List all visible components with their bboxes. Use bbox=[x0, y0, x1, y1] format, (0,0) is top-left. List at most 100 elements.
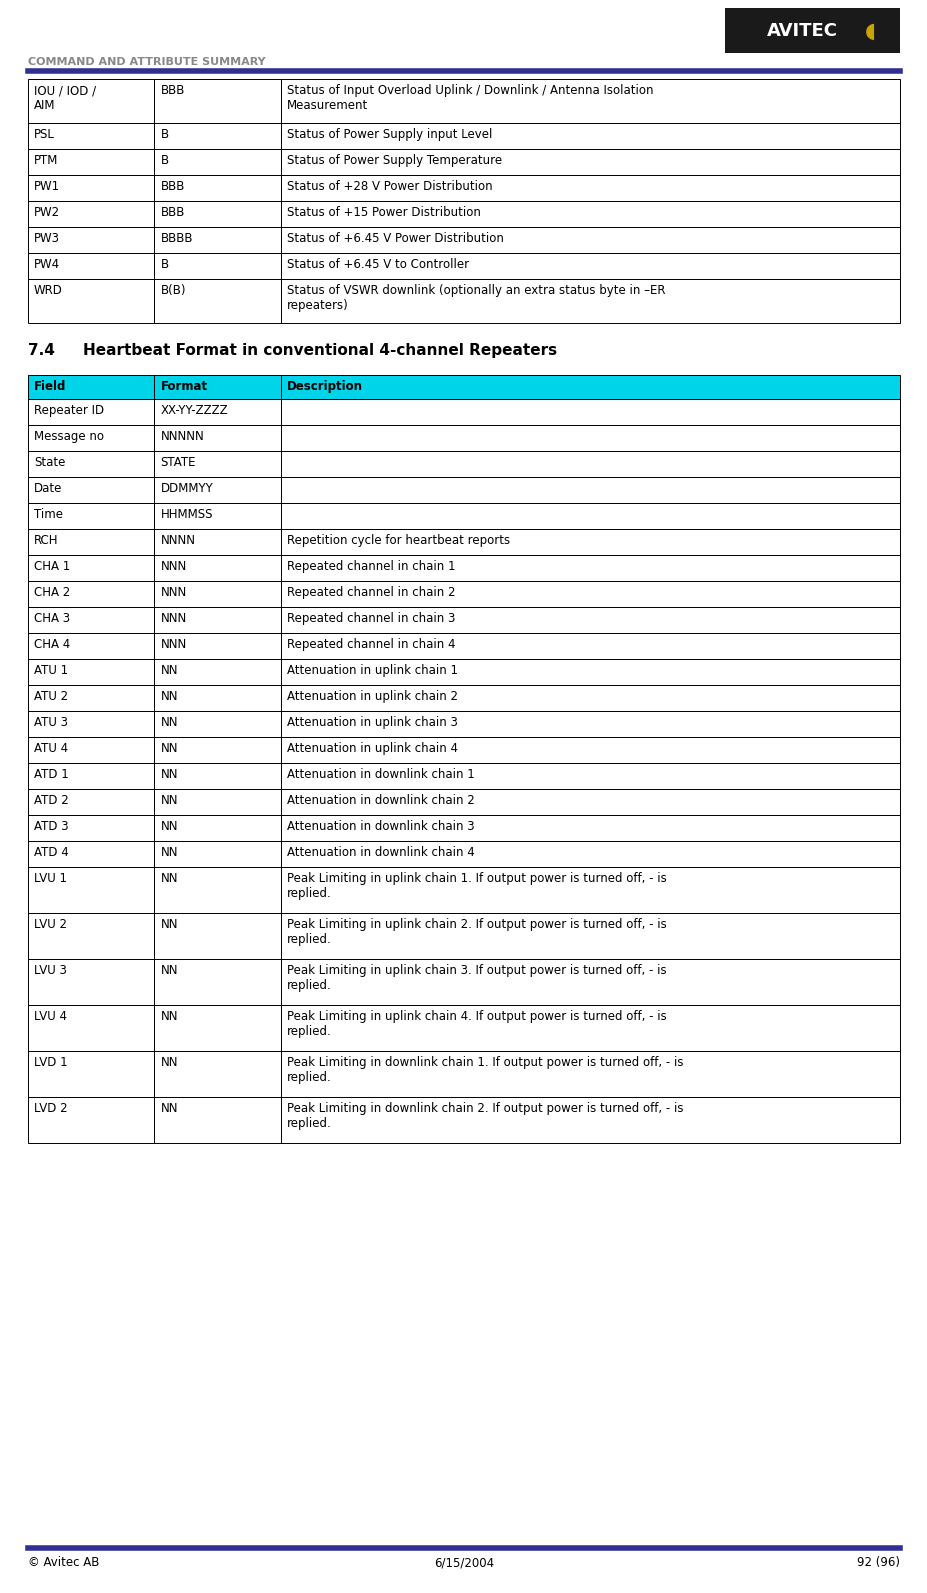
Text: Peak Limiting in uplink chain 1. If output power is turned off, - is
replied.: Peak Limiting in uplink chain 1. If outp… bbox=[286, 871, 666, 900]
Bar bbox=[281, 226, 899, 253]
Text: NN: NN bbox=[160, 871, 178, 886]
Text: PW1: PW1 bbox=[34, 180, 60, 193]
Text: LVD 2: LVD 2 bbox=[34, 1102, 68, 1115]
Text: Repeater ID: Repeater ID bbox=[34, 405, 104, 417]
Text: NNNNN: NNNNN bbox=[160, 430, 204, 443]
Text: BBB: BBB bbox=[160, 180, 184, 193]
Text: Attenuation in uplink chain 2: Attenuation in uplink chain 2 bbox=[286, 690, 457, 703]
Text: Field: Field bbox=[34, 381, 67, 393]
Text: LVU 1: LVU 1 bbox=[34, 871, 67, 886]
Bar bbox=[281, 80, 899, 123]
Bar bbox=[154, 1051, 281, 1098]
Bar bbox=[28, 398, 154, 425]
Bar bbox=[154, 175, 281, 201]
Text: PW4: PW4 bbox=[34, 258, 60, 271]
Text: LVU 3: LVU 3 bbox=[34, 964, 67, 977]
Text: Attenuation in uplink chain 1: Attenuation in uplink chain 1 bbox=[286, 664, 457, 677]
Bar bbox=[281, 581, 899, 607]
Bar bbox=[28, 607, 154, 632]
Text: PTM: PTM bbox=[34, 155, 58, 167]
Text: Peak Limiting in downlink chain 2. If output power is turned off, - is
replied.: Peak Limiting in downlink chain 2. If ou… bbox=[286, 1102, 682, 1129]
Text: CHA 3: CHA 3 bbox=[34, 612, 70, 624]
Text: LVU 2: LVU 2 bbox=[34, 918, 67, 930]
Text: Attenuation in downlink chain 4: Attenuation in downlink chain 4 bbox=[286, 846, 474, 859]
Bar bbox=[28, 374, 154, 398]
Text: NN: NN bbox=[160, 1010, 178, 1023]
Text: B: B bbox=[160, 127, 169, 142]
Bar bbox=[28, 201, 154, 226]
Bar bbox=[154, 816, 281, 841]
Text: NN: NN bbox=[160, 964, 178, 977]
Bar bbox=[281, 738, 899, 763]
Bar bbox=[154, 374, 281, 398]
Bar bbox=[281, 710, 899, 738]
Bar bbox=[281, 685, 899, 710]
Text: Peak Limiting in uplink chain 3. If output power is turned off, - is
replied.: Peak Limiting in uplink chain 3. If outp… bbox=[286, 964, 666, 992]
Text: BBB: BBB bbox=[160, 84, 184, 97]
Bar bbox=[281, 150, 899, 175]
Bar bbox=[281, 816, 899, 841]
Text: XX-YY-ZZZZ: XX-YY-ZZZZ bbox=[160, 405, 228, 417]
Text: Repeated channel in chain 4: Repeated channel in chain 4 bbox=[286, 639, 455, 652]
Text: Status of +15 Power Distribution: Status of +15 Power Distribution bbox=[286, 205, 480, 218]
Text: Repeated channel in chain 1: Repeated channel in chain 1 bbox=[286, 561, 455, 573]
Text: NN: NN bbox=[160, 918, 178, 930]
Bar bbox=[281, 175, 899, 201]
Bar bbox=[154, 529, 281, 554]
Text: Repetition cycle for heartbeat reports: Repetition cycle for heartbeat reports bbox=[286, 534, 510, 546]
Text: Status of +6.45 V to Controller: Status of +6.45 V to Controller bbox=[286, 258, 468, 271]
Text: NN: NN bbox=[160, 1056, 178, 1069]
Bar bbox=[281, 913, 899, 959]
Text: Status of +6.45 V Power Distribution: Status of +6.45 V Power Distribution bbox=[286, 233, 503, 245]
Bar bbox=[154, 738, 281, 763]
Bar bbox=[281, 959, 899, 1005]
Text: B(B): B(B) bbox=[160, 284, 185, 296]
Text: ATD 4: ATD 4 bbox=[34, 846, 69, 859]
Bar bbox=[154, 763, 281, 789]
Bar bbox=[281, 451, 899, 476]
Bar bbox=[28, 503, 154, 529]
Bar bbox=[28, 1051, 154, 1098]
Bar bbox=[28, 80, 154, 123]
Bar bbox=[154, 80, 281, 123]
Text: Peak Limiting in uplink chain 4. If output power is turned off, - is
replied.: Peak Limiting in uplink chain 4. If outp… bbox=[286, 1010, 666, 1039]
Bar bbox=[281, 660, 899, 685]
Text: State: State bbox=[34, 456, 65, 468]
Text: NNN: NNN bbox=[160, 586, 186, 599]
Bar bbox=[154, 867, 281, 913]
Bar bbox=[281, 503, 899, 529]
Bar bbox=[28, 1098, 154, 1144]
Bar bbox=[281, 1098, 899, 1144]
Bar bbox=[281, 789, 899, 816]
Text: HHMMSS: HHMMSS bbox=[160, 508, 212, 521]
Text: Attenuation in uplink chain 3: Attenuation in uplink chain 3 bbox=[286, 715, 457, 730]
Bar bbox=[28, 632, 154, 660]
Text: NN: NN bbox=[160, 715, 178, 730]
Bar bbox=[154, 660, 281, 685]
Bar bbox=[28, 841, 154, 867]
Text: Message no: Message no bbox=[34, 430, 104, 443]
Bar bbox=[154, 503, 281, 529]
Bar bbox=[28, 554, 154, 581]
Text: NN: NN bbox=[160, 768, 178, 781]
Text: BBB: BBB bbox=[160, 205, 184, 218]
Bar bbox=[281, 1051, 899, 1098]
Bar bbox=[28, 279, 154, 323]
Bar bbox=[28, 175, 154, 201]
Text: Time: Time bbox=[34, 508, 63, 521]
Bar bbox=[154, 451, 281, 476]
Text: NNN: NNN bbox=[160, 639, 186, 652]
Bar bbox=[281, 374, 899, 398]
Text: 6/15/2004: 6/15/2004 bbox=[434, 1556, 493, 1569]
Text: ATD 1: ATD 1 bbox=[34, 768, 69, 781]
Text: Status of VSWR downlink (optionally an extra status byte in –ER
repeaters): Status of VSWR downlink (optionally an e… bbox=[286, 284, 665, 312]
Text: 92 (96): 92 (96) bbox=[856, 1556, 899, 1569]
Text: NN: NN bbox=[160, 820, 178, 833]
Text: NN: NN bbox=[160, 742, 178, 755]
Bar bbox=[281, 425, 899, 451]
Bar bbox=[154, 279, 281, 323]
Bar bbox=[154, 959, 281, 1005]
Bar bbox=[154, 476, 281, 503]
Bar bbox=[28, 476, 154, 503]
Bar bbox=[154, 1098, 281, 1144]
